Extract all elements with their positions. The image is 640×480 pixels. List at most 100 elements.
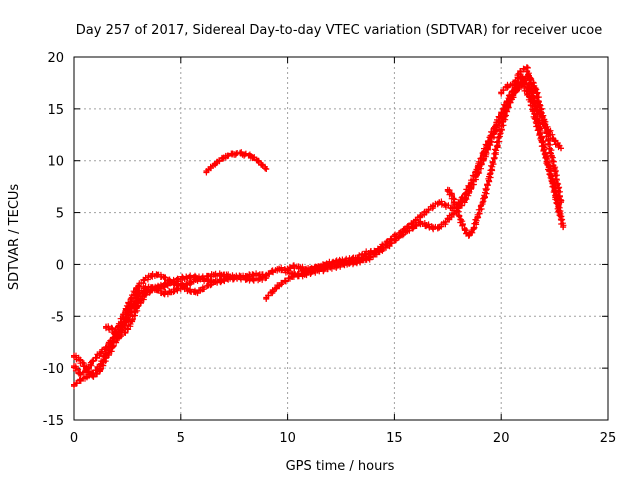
y-tick-label: -10 bbox=[43, 362, 64, 377]
x-tick-label: 20 bbox=[493, 431, 510, 446]
data-point bbox=[429, 225, 436, 232]
data-point bbox=[141, 276, 148, 283]
y-tick-label: -5 bbox=[51, 310, 64, 325]
y-tick-label: 15 bbox=[47, 103, 64, 118]
series-ucoe-track-9 bbox=[284, 247, 374, 275]
series-ucoe-track-1 bbox=[71, 270, 270, 378]
data-point bbox=[211, 279, 218, 286]
data-point bbox=[453, 204, 460, 211]
data-point bbox=[493, 143, 500, 150]
data-point bbox=[423, 208, 430, 215]
data-point bbox=[141, 292, 148, 299]
data-point bbox=[241, 151, 248, 158]
data-point bbox=[192, 273, 199, 280]
data-point bbox=[103, 354, 110, 361]
data-point bbox=[167, 289, 174, 296]
data-point bbox=[256, 275, 263, 282]
data-point bbox=[160, 273, 167, 280]
y-tick-label: 20 bbox=[47, 51, 64, 66]
data-point bbox=[77, 377, 84, 384]
data-point bbox=[173, 276, 180, 283]
data-point bbox=[397, 232, 404, 239]
data-point bbox=[342, 257, 349, 264]
data-point bbox=[205, 272, 212, 279]
data-point bbox=[297, 264, 304, 271]
data-point bbox=[310, 266, 317, 273]
data-point bbox=[481, 195, 488, 202]
data-point bbox=[506, 99, 513, 106]
series-ucoe-track-6 bbox=[263, 79, 565, 280]
data-point bbox=[536, 126, 543, 133]
data-point bbox=[359, 257, 366, 264]
series-marks bbox=[263, 73, 563, 302]
data-point bbox=[513, 87, 520, 94]
data-point bbox=[96, 350, 103, 357]
y-tick-label: 10 bbox=[47, 155, 64, 170]
data-point bbox=[224, 152, 231, 159]
data-point bbox=[500, 118, 507, 125]
grid-lines bbox=[74, 57, 608, 420]
data-point bbox=[263, 294, 270, 301]
data-point bbox=[186, 280, 193, 287]
data-point bbox=[530, 93, 537, 100]
data-point bbox=[154, 271, 161, 278]
data-point bbox=[211, 160, 218, 167]
plot-frame bbox=[73, 56, 609, 421]
data-point bbox=[207, 164, 214, 171]
data-point bbox=[135, 290, 142, 297]
data-point bbox=[493, 124, 500, 131]
data-point bbox=[244, 275, 251, 282]
data-point bbox=[538, 110, 545, 117]
data-point bbox=[487, 170, 494, 177]
x-tick-label: 15 bbox=[386, 431, 403, 446]
data-point bbox=[199, 286, 206, 293]
data-point bbox=[282, 278, 289, 285]
y-tick-labels: -15 -10 -5 0 5 10 15 20 bbox=[43, 51, 64, 429]
data-point bbox=[429, 203, 436, 210]
data-point bbox=[179, 284, 186, 291]
data-point bbox=[560, 224, 567, 231]
data-point bbox=[160, 282, 167, 289]
data-point bbox=[263, 271, 270, 278]
series-marks bbox=[263, 79, 565, 280]
data-point bbox=[470, 226, 477, 233]
data-point bbox=[466, 232, 473, 239]
data-point bbox=[367, 247, 374, 254]
x-tick-label: 5 bbox=[177, 431, 185, 446]
data-point bbox=[348, 256, 355, 263]
data-point bbox=[269, 288, 276, 295]
data-point bbox=[543, 153, 550, 160]
data-point bbox=[250, 271, 257, 278]
data-points bbox=[71, 64, 567, 390]
data-point bbox=[229, 151, 236, 158]
data-point bbox=[461, 197, 468, 204]
data-point bbox=[410, 224, 417, 231]
data-point bbox=[511, 80, 518, 87]
data-point bbox=[498, 89, 505, 96]
data-point bbox=[288, 270, 295, 277]
data-point bbox=[237, 150, 244, 157]
data-point bbox=[237, 274, 244, 281]
data-point bbox=[276, 265, 283, 272]
data-point bbox=[103, 323, 110, 330]
y-tick-label: 0 bbox=[56, 258, 64, 273]
data-point bbox=[474, 213, 481, 220]
data-point bbox=[323, 261, 330, 268]
data-point bbox=[71, 381, 77, 388]
data-point bbox=[549, 180, 556, 187]
data-point bbox=[128, 318, 135, 325]
data-point bbox=[457, 216, 464, 223]
data-point bbox=[442, 202, 449, 209]
chart-title: Day 257 of 2017, Sidereal Day-to-day VTE… bbox=[76, 23, 602, 38]
data-point bbox=[71, 352, 77, 359]
data-point bbox=[218, 271, 225, 278]
data-point bbox=[335, 258, 342, 265]
data-point bbox=[128, 300, 135, 307]
data-point bbox=[122, 329, 129, 336]
data-point bbox=[303, 267, 310, 274]
series-ucoe-arc bbox=[203, 149, 270, 176]
data-point bbox=[147, 272, 154, 279]
data-point bbox=[179, 274, 186, 281]
data-point bbox=[558, 145, 565, 152]
